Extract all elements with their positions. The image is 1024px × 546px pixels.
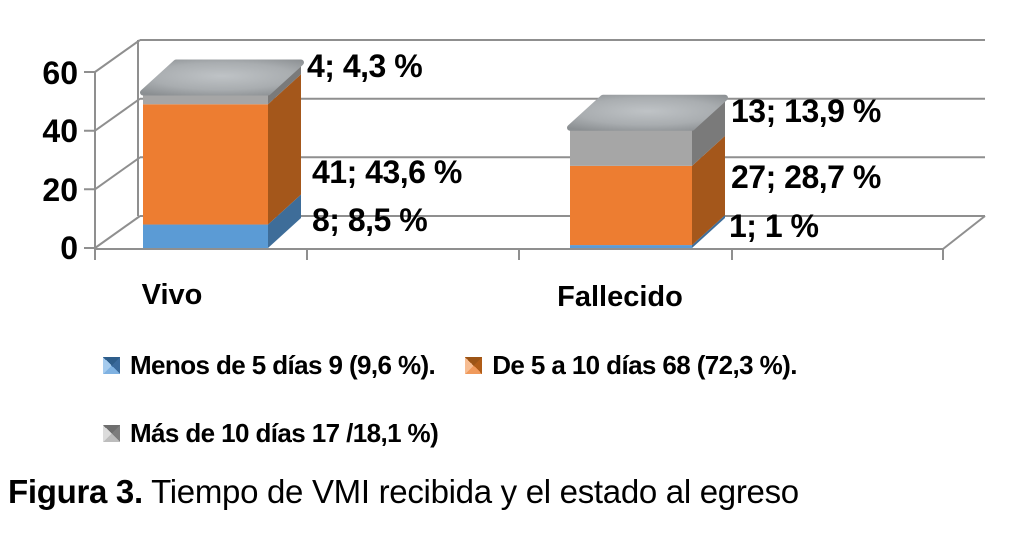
ytick-40: 40 [42,113,78,149]
bar-fallecido-segment-1-side [692,135,725,246]
category-label-fallecido: Fallecido [557,281,683,313]
bar-fallecido-top-face [567,94,728,131]
ytick-60: 60 [42,55,78,91]
legend-label: Menos de 5 días 9 (9,6 %). [130,350,436,380]
legend-key-orange-icon [465,357,483,374]
legend-key-gray-icon [103,425,120,442]
stacked-bar-chart: 60 40 20 0 Vivo Fallecido 4; 4,3 % 41; 4… [42,39,986,313]
legend-label: Más de 10 días 17 /18,1 %) [130,418,439,448]
data-label-vivo-menos5: 8; 8,5 % [312,202,427,238]
bar-vivo-segment-1-front [143,104,268,225]
figure-caption-text: Tiempo de VMI recibida y el estado al eg… [151,473,799,510]
bar-vivo-segment-0-side [268,194,301,248]
data-label-vivo-mas10: 4; 4,3 % [307,48,422,84]
category-label-vivo: Vivo [142,279,203,311]
bar-fallecido-segment-0-side [692,215,725,248]
legend-row-2: Más de 10 días 17 /18,1 %) [103,418,468,449]
ytick-20: 20 [42,172,78,208]
legend-item-de-5-a-10-dias: De 5 a 10 días 68 (72,3 %). [465,350,797,381]
bar-vivo-top-face [140,59,304,96]
ytick-0: 0 [60,230,78,266]
bar-vivo-segment-0-front [143,224,268,248]
bar-vivo-segment-2-front [143,92,268,105]
bar-vivo-segment-1-side [268,74,301,225]
bar-fallecido-segment-1-front [570,165,692,246]
bar-fallecido-segment-2-front [570,127,692,166]
legend-label: De 5 a 10 días 68 (72,3 %). [492,350,797,380]
x-axis [94,215,986,260]
bar-fallecido-segment-2-side [692,97,725,166]
data-label-fallecido-menos5: 1; 1 % [729,208,819,244]
data-label-fallecido-mas10: 13; 13,9 % [731,93,881,129]
figure-caption-label: Figura 3. [8,473,143,510]
data-label-vivo-5a10: 41; 43,6 % [312,154,462,190]
legend-item-mas-de-10-dias: Más de 10 días 17 /18,1 %) [103,418,439,449]
figure-caption: Figura 3. Tiempo de VMI recibida y el es… [8,473,1016,511]
bar-fallecido-segment-0-front [570,245,692,248]
data-label-fallecido-5a10: 27; 28,7 % [731,159,881,195]
legend-item-menos-de-5-dias: Menos de 5 días 9 (9,6 %). [103,350,436,381]
chart-walls-gridlines [84,39,985,249]
legend-key-blue-icon [103,357,120,374]
legend-row-1: Menos de 5 días 9 (9,6 %). De 5 a 10 día… [103,350,827,381]
bars-group [140,59,728,248]
